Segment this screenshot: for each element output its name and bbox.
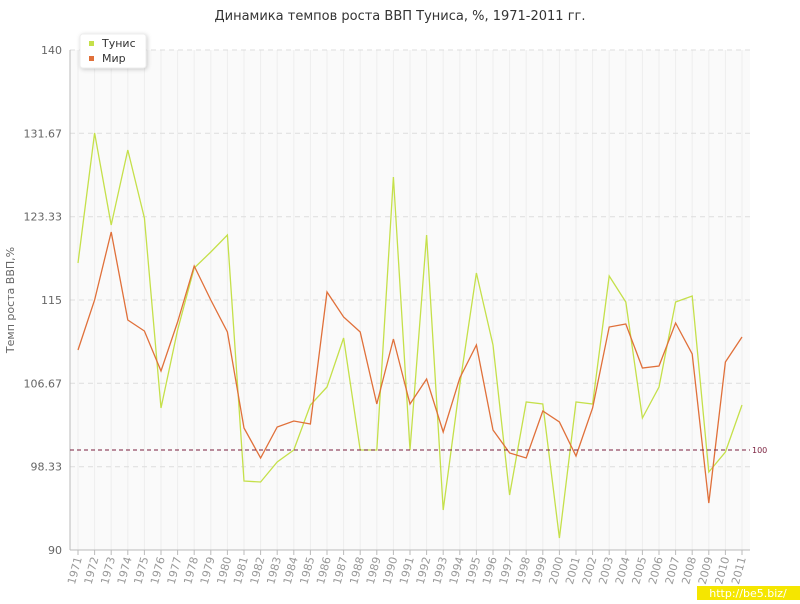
y-tick-label: 131.67	[24, 127, 63, 140]
watermark-box	[697, 586, 800, 600]
y-axis-label: Темп роста ВВП,%	[4, 247, 17, 354]
series-line	[77, 231, 743, 504]
y-tick-label: 140	[41, 44, 62, 57]
watermark: http://be5.biz/	[709, 587, 787, 600]
legend-swatch	[89, 56, 94, 61]
chart-title: Динамика темпов роста ВВП Туниса, %, 197…	[214, 9, 585, 24]
reference-label: 100	[752, 446, 767, 455]
y-tick-label: 90	[48, 544, 62, 557]
y-tick-label: 115	[41, 294, 62, 307]
legend-box	[79, 33, 147, 69]
legend-swatch	[89, 41, 94, 46]
y-tick-label: 98.33	[31, 461, 63, 474]
y-tick-label: 106.67	[24, 377, 63, 390]
legend-label: Мир	[102, 52, 126, 65]
y-tick-label: 123.33	[24, 211, 63, 224]
legend-label: Тунис	[101, 37, 136, 50]
